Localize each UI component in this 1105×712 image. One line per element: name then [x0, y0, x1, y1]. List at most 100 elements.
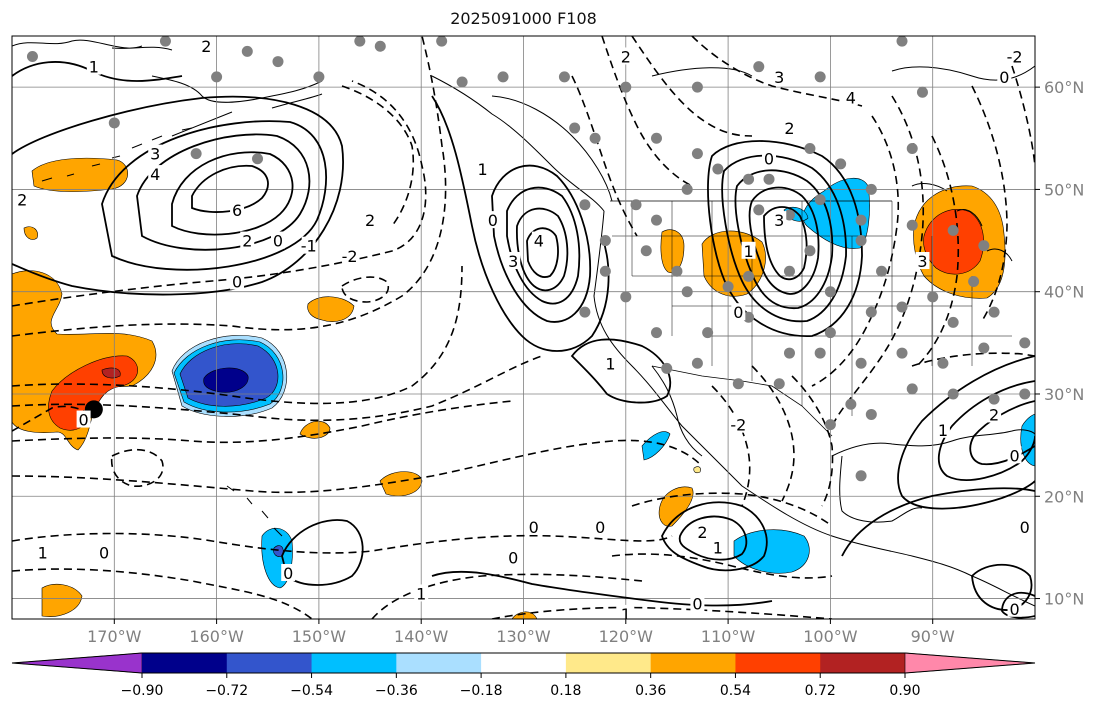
contour-label-bg: [506, 548, 521, 566]
colorbar-segment: [396, 653, 482, 673]
contour-label-bg: [731, 303, 746, 321]
station-dot: [978, 240, 990, 252]
station-dot: [783, 209, 795, 221]
contour-alaska-low-ring-6: [191, 164, 269, 213]
contour-dashed-4: [12, 355, 543, 422]
contour-label: 1: [938, 421, 948, 440]
station-dot: [824, 419, 836, 431]
contour-label-bg: [485, 211, 500, 229]
station-dot: [661, 362, 673, 374]
station-dot: [313, 71, 325, 83]
colorbar-segment: [142, 653, 228, 673]
contour-label: 0: [595, 518, 605, 537]
station-dot: [374, 40, 386, 52]
station-dot: [640, 245, 652, 257]
contour-label: 6: [232, 201, 242, 220]
contour-label-bg: [695, 523, 710, 541]
station-dot: [865, 408, 877, 420]
contour-label-bg: [270, 231, 285, 249]
lon-tick-label: 140°W: [394, 627, 449, 646]
station-dot: [763, 173, 775, 185]
contour-label-bg: [987, 405, 1002, 423]
colorbar-segment: [226, 653, 313, 673]
contour-label-bg: [772, 67, 787, 85]
contour-dashed-19: [971, 85, 1008, 322]
contour-label-bg: [782, 119, 797, 137]
contour-gulf-1: [841, 487, 1035, 557]
contour-label-bg: [475, 159, 490, 177]
contour-label-bg: [15, 190, 30, 208]
colorbar-segment: [311, 653, 397, 673]
canada-coast: [491, 65, 1035, 202]
colorbar-tick-label: −0.90: [121, 683, 164, 699]
station-dot: [579, 306, 591, 318]
contour-label-bg: [148, 165, 163, 183]
contour-dashed-22: [751, 365, 795, 502]
station-dot: [824, 286, 836, 298]
contour-label: 2: [697, 523, 707, 542]
lat-lon-gridlines: [12, 36, 1035, 619]
contour-dashed-7: [12, 532, 673, 554]
station-dot: [814, 71, 826, 83]
contour-label-bg: [593, 517, 608, 535]
station-dot: [804, 143, 816, 155]
contour-rockies-3: [734, 169, 834, 309]
station-dot: [558, 71, 570, 83]
station-dot: [753, 204, 765, 216]
contour-label: 0: [999, 68, 1009, 87]
lat-tick-label: 30°N: [1044, 385, 1084, 404]
station-dot: [783, 347, 795, 359]
contour-label: 0: [764, 150, 774, 169]
shade-orange-small-c: [379, 471, 423, 497]
colorbar-tick-label: 0.72: [805, 683, 836, 699]
station-dot: [211, 71, 223, 83]
station-dot: [835, 158, 847, 170]
contour-label-bg: [618, 47, 633, 65]
contour-southeast-ridge-3: [897, 355, 1035, 510]
station-dot: [865, 306, 877, 318]
station-dot: [681, 286, 693, 298]
station-dot: [620, 291, 632, 303]
contour-label: 4: [150, 165, 160, 184]
lat-tick-label: 50°N: [1044, 180, 1084, 199]
lon-tick-label: 110°W: [701, 627, 756, 646]
contour-dashed-16: [811, 115, 900, 387]
contour-label: -2: [342, 247, 358, 266]
contour-label-bg: [762, 149, 777, 167]
contour-rockies-2: [721, 154, 847, 323]
gulf-of-mexico-coast: [831, 429, 1035, 523]
contour-label: 0: [79, 411, 89, 430]
contour-label: -2: [1007, 47, 1023, 66]
station-dot: [906, 219, 918, 231]
station-dot: [773, 378, 785, 390]
north-america-west-coast: [593, 210, 913, 557]
contour-label: 0: [529, 518, 539, 537]
contour-dashed-5: [12, 400, 513, 444]
station-dot: [743, 270, 755, 282]
contour-label-bg: [710, 538, 725, 556]
shade-orange-small-d: [41, 583, 83, 617]
contour-mexico-offshore-2: [678, 515, 748, 561]
shade-orange-gulf-alaska: [31, 157, 128, 192]
contour-dashed-18: [916, 135, 960, 367]
contour-label-bg: [230, 272, 245, 290]
contour-label: 2: [201, 37, 211, 56]
station-dot: [108, 117, 120, 129]
contour-label-bg: [603, 354, 618, 372]
station-dot: [855, 214, 867, 226]
station-dot: [691, 81, 703, 93]
colorbar-tick-label: 0.90: [889, 683, 920, 699]
contour-label-bg: [772, 211, 787, 229]
contour-southeast-ridge-1: [938, 380, 1035, 481]
contour-label: 0: [1009, 446, 1019, 465]
contour-label-bg: [618, 604, 633, 619]
contour-dashed-14: [631, 36, 753, 137]
contour-label: 1: [605, 354, 615, 373]
contour-dashed-13: [601, 36, 693, 187]
colorbar-ticks: −0.90 −0.72 −0.54 −0.36 −0.18 0.18 0.36 0.54 0.7…: [121, 673, 921, 699]
station-dot: [753, 61, 765, 73]
contour-baja-1: [570, 338, 672, 404]
station-dot: [620, 81, 632, 93]
contour-label: 1: [621, 605, 631, 624]
